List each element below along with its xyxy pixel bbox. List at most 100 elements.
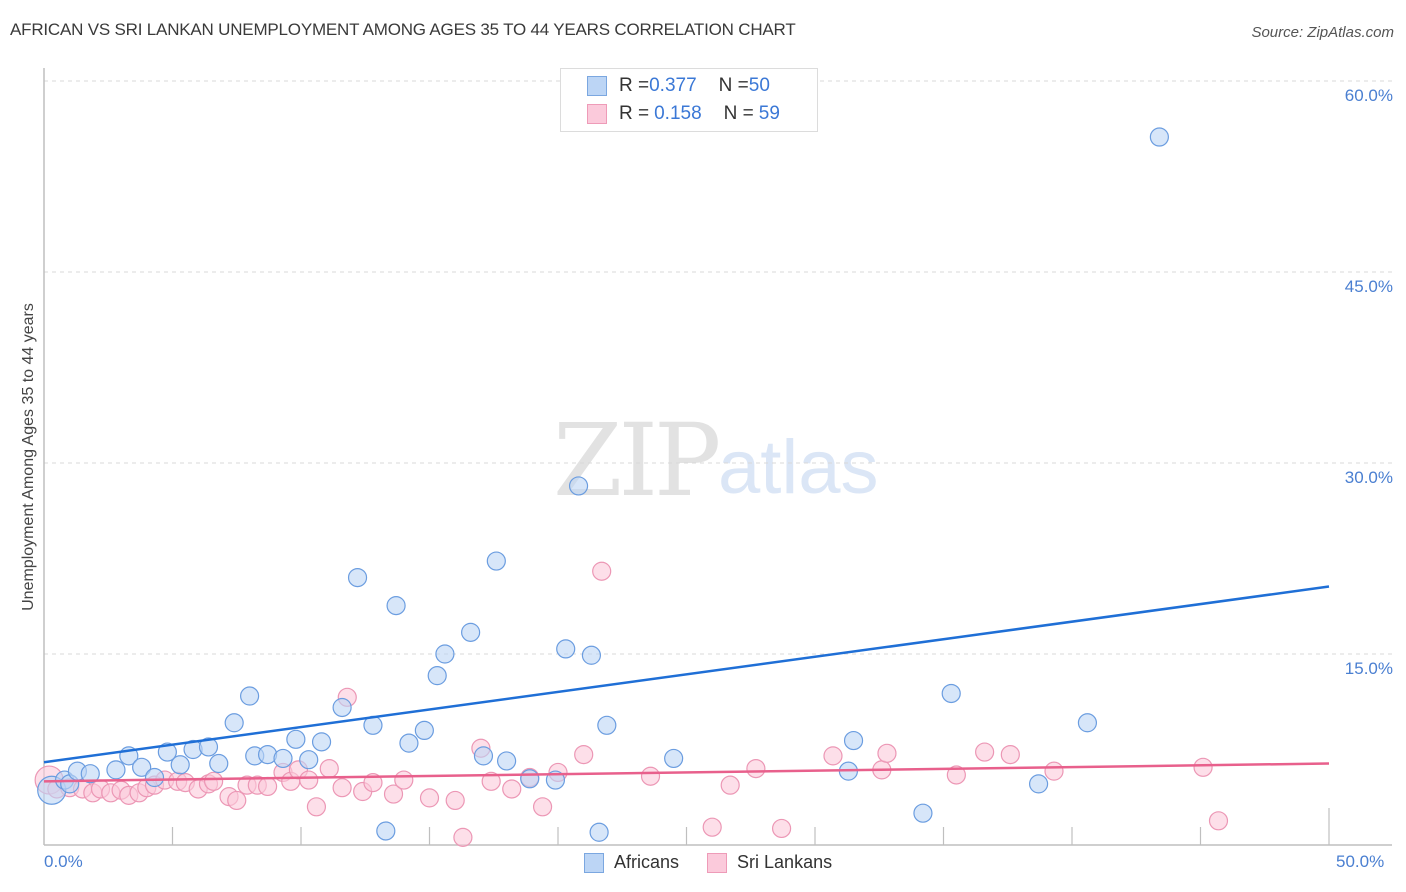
data-point [1077, 713, 1098, 733]
africans-r-value: 0.377 [649, 75, 697, 96]
y-tick-60: 60.0% [1344, 86, 1393, 105]
legend: R = 0.377 N = 50 R = 0.158 N = 59 [560, 68, 818, 132]
data-point [435, 644, 455, 664]
data-point [386, 596, 406, 616]
bottom-legend-sri-lankans: Sri Lankans [707, 852, 832, 873]
data-point [975, 742, 995, 762]
y-tick-45: 45.0% [1344, 277, 1393, 296]
watermark-zip: ZIP [553, 402, 721, 519]
data-point [445, 790, 465, 811]
africans-points [37, 127, 1169, 842]
axes [43, 68, 1392, 846]
data-point [227, 790, 247, 811]
data-point [941, 683, 961, 704]
data-point [419, 788, 440, 808]
data-point [823, 746, 843, 766]
watermark-atlas: atlas [718, 425, 879, 510]
data-point [332, 697, 352, 718]
data-point [843, 730, 864, 751]
data-point [240, 686, 260, 706]
data-point [461, 622, 481, 642]
r-label: R = [619, 103, 650, 124]
data-point [1208, 811, 1229, 831]
data-point [106, 760, 126, 780]
data-point [568, 476, 589, 496]
trend-lines [43, 585, 1330, 783]
data-point [1044, 761, 1064, 781]
y-tick-30: 30.0% [1344, 468, 1393, 487]
data-point [746, 758, 766, 779]
data-point [720, 775, 740, 795]
data-point [877, 743, 897, 763]
data-point [257, 776, 278, 797]
data-point [347, 567, 368, 588]
data-point [209, 753, 229, 774]
data-point [204, 771, 224, 791]
africans-n-value: 50 [748, 75, 770, 96]
data-point [486, 551, 506, 571]
sri-lankans-label: Sri Lankans [737, 852, 833, 872]
data-point [771, 818, 792, 839]
data-point [497, 751, 517, 771]
data-point [311, 732, 332, 752]
data-point [502, 779, 522, 799]
data-point [414, 720, 434, 741]
data-point [556, 639, 576, 659]
africans-swatch-icon [584, 852, 604, 873]
data-point [363, 773, 383, 793]
sri-lankans-points [34, 561, 1229, 847]
x-tick-0: 0.0% [44, 852, 83, 871]
data-point [1028, 774, 1049, 794]
data-point [394, 770, 414, 790]
n-label: N = [718, 75, 749, 96]
data-point [273, 748, 293, 769]
data-point [640, 766, 661, 786]
data-point [913, 803, 933, 823]
sri-lankans-swatch-icon [587, 104, 607, 124]
data-point [532, 797, 553, 817]
data-point [520, 769, 540, 789]
sri-lankans-trend-line [43, 762, 1330, 783]
bottom-legend-africans: Africans [584, 852, 679, 873]
sri-lankans-swatch-icon [707, 852, 728, 873]
y-tick-15: 15.0% [1344, 659, 1393, 678]
data-point [299, 770, 319, 790]
x-tick-50: 50.0% [1336, 852, 1385, 871]
africans-label: Africans [614, 852, 680, 872]
data-point [198, 737, 219, 757]
data-point [592, 561, 612, 581]
data-point [319, 758, 339, 779]
y-axis-label: Unemployment Among Ages 35 to 44 years [20, 303, 37, 611]
data-point [453, 827, 473, 847]
data-point [664, 748, 684, 769]
data-point [306, 797, 327, 817]
data-point [224, 713, 244, 733]
data-point [597, 715, 617, 735]
data-point [376, 821, 396, 841]
africans-trend-line [43, 585, 1330, 764]
africans-swatch-icon [587, 76, 607, 96]
data-point [170, 755, 190, 775]
r-label: R = [619, 75, 650, 96]
legend-row-africans: R = 0.377 N = 50 [587, 75, 770, 97]
data-point [589, 822, 609, 842]
data-point [1149, 127, 1169, 147]
data-point [545, 770, 566, 790]
data-point [299, 750, 319, 770]
data-point [157, 742, 177, 762]
data-point [1000, 744, 1020, 765]
data-point [481, 771, 501, 791]
legend-row-sri-lankans: R = 0.158 N = 59 [587, 103, 780, 125]
sri-lankans-r-value: 0.158 [654, 103, 702, 124]
sri-lankans-n-value: 59 [758, 103, 780, 124]
data-point [383, 784, 404, 804]
n-label: N = [723, 103, 754, 124]
data-point [132, 757, 152, 777]
data-point [473, 746, 494, 766]
chart-title: AFRICAN VS SRI LANKAN UNEMPLOYMENT AMONG… [10, 20, 796, 39]
data-point [144, 767, 165, 788]
data-point [80, 764, 100, 784]
data-point [702, 817, 722, 837]
data-point [946, 765, 966, 785]
